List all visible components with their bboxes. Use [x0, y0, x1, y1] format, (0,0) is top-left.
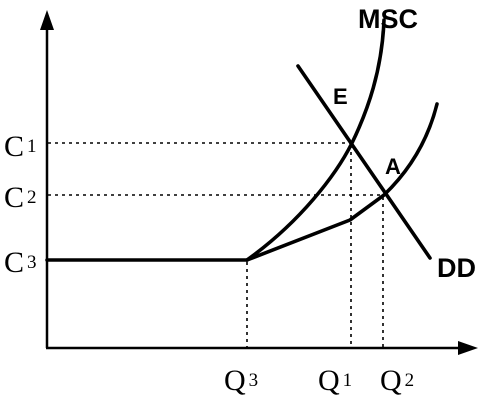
x-axis-arrow	[458, 341, 478, 355]
point-e-label: E	[333, 84, 348, 109]
point-a-label: A	[385, 154, 401, 179]
msc-curve	[245, 18, 386, 262]
dd-demand-curve	[296, 64, 432, 260]
private-cost-curve	[245, 102, 439, 262]
msc-label: MSC	[358, 4, 418, 34]
dd-label: DD	[437, 253, 476, 283]
y-axis-arrow	[40, 10, 54, 30]
